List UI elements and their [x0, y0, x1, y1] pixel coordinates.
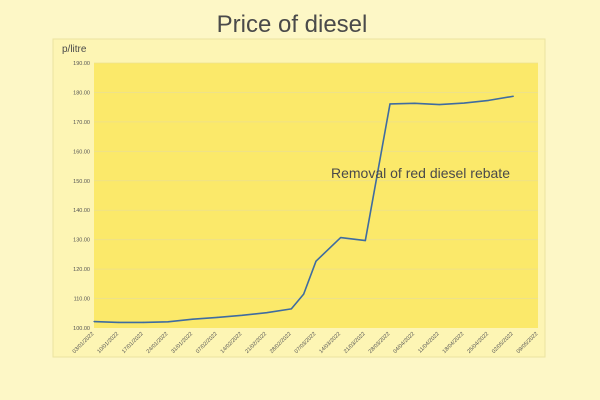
y-tick-label: 100.00 [73, 326, 90, 332]
plot-background [94, 63, 538, 328]
data-point [167, 321, 169, 323]
data-point [93, 320, 95, 323]
data-point [340, 237, 342, 239]
data-point [241, 314, 243, 316]
y-tick-label: 110.00 [74, 297, 90, 303]
chart-title: Price of diesel [217, 11, 368, 38]
data-point [142, 321, 144, 324]
data-point [364, 239, 366, 242]
y-axis-label: p/litre [62, 44, 87, 55]
y-tick-label: 140.00 [73, 208, 90, 214]
data-point [290, 308, 292, 310]
y-tick-label: 130.00 [73, 238, 90, 244]
data-point [389, 103, 391, 105]
data-point [192, 318, 194, 320]
data-point [315, 260, 317, 262]
data-point [438, 103, 440, 106]
y-tick-label: 180.00 [73, 90, 90, 96]
plot-group: 100.00 110.00 120.00 130.00 140.00 150.00 160.… [72, 61, 540, 355]
y-tick-label: 190.00 [73, 61, 90, 67]
annotation-text: Removal of red diesel rebate [331, 165, 510, 181]
data-point [512, 95, 514, 97]
y-tick-label: 120.00 [73, 267, 90, 273]
y-tick-label: 160.00 [73, 149, 90, 155]
data-point [414, 102, 416, 104]
y-tick-label: 150.00 [73, 179, 90, 185]
data-point [266, 312, 268, 314]
data-point [216, 316, 218, 318]
data-point [463, 102, 465, 104]
y-tick-label: 170.00 [73, 120, 90, 126]
data-point [488, 99, 490, 101]
data-point [303, 293, 305, 295]
data-point [118, 321, 120, 324]
